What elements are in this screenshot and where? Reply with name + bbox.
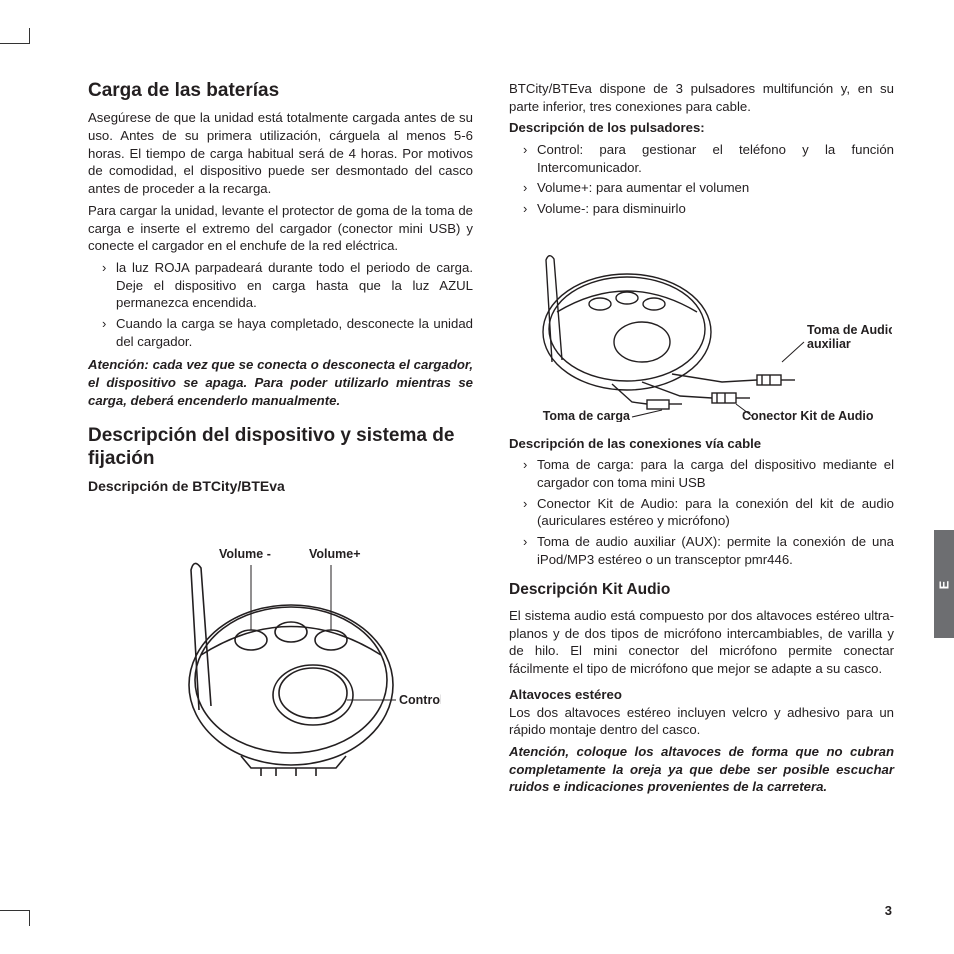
warning-text: Atención: cada vez que se conecta o desc…: [88, 356, 473, 409]
paragraph: Asegúrese de que la unidad está totalmen…: [88, 109, 473, 197]
label-aux: Toma de Audio auxiliar: [807, 323, 892, 351]
crop-mark-top-left: [0, 28, 30, 44]
subheading: Descripción de las conexiones vía cable: [509, 435, 894, 453]
column-left: Carga de las baterías Asegúrese de que l…: [88, 80, 473, 900]
figure-device-cables: Toma de Audio auxiliar Toma de carga Con…: [509, 232, 894, 427]
subheading: Descripción de BTCity/BTEva: [88, 477, 473, 496]
list-item: Conector Kit de Audio: para la conexión …: [523, 495, 894, 530]
side-tab: E: [934, 530, 954, 638]
heading-carga: Carga de las baterías: [88, 80, 473, 102]
heading-descripcion: Descripción del dispositivo y sistema de…: [88, 425, 473, 470]
paragraph: Los dos altavoces estéreo incluyen velcr…: [509, 704, 894, 739]
page-number: 3: [885, 903, 892, 918]
warning-text: Atención, coloque los altavoces de forma…: [509, 743, 894, 796]
label-volume-minus: Volume -: [219, 547, 271, 561]
list-item: Volume+: para aumentar el volumen: [523, 179, 894, 197]
list-item: la luz ROJA parpadeará durante todo el p…: [102, 259, 473, 312]
column-right: BTCity/BTEva dispone de 3 pulsadores mul…: [509, 80, 894, 900]
side-tab-label: E: [936, 579, 951, 589]
bullet-list: Control: para gestionar el teléfono y la…: [509, 141, 894, 218]
heading-kit-audio: Descripción Kit Audio: [509, 580, 894, 601]
paragraph: Para cargar la unidad, levante el protec…: [88, 202, 473, 255]
bullet-list: la luz ROJA parpadeará durante todo el p…: [88, 259, 473, 350]
list-item: Cuando la carga se haya completado, desc…: [102, 315, 473, 350]
paragraph: BTCity/BTEva dispone de 3 pulsadores mul…: [509, 80, 894, 115]
figure-device-top: Volume - Volume+ Control: [88, 510, 473, 795]
list-item: Toma de audio auxiliar (AUX): permite la…: [523, 533, 894, 568]
subheading: Descripción de los pulsadores:: [509, 119, 894, 137]
paragraph: El sistema audio está compuesto por dos …: [509, 607, 894, 678]
label-kit-audio: Conector Kit de Audio: [742, 409, 874, 422]
bullet-list: Toma de carga: para la carga del disposi…: [509, 456, 894, 568]
list-item: Control: para gestionar el teléfono y la…: [523, 141, 894, 176]
list-item: Volume-: para disminuirlo: [523, 200, 894, 218]
page-content: Carga de las baterías Asegúrese de que l…: [88, 80, 894, 900]
subheading: Altavoces estéreo: [509, 686, 894, 704]
list-item: Toma de carga: para la carga del disposi…: [523, 456, 894, 491]
label-volume-plus: Volume+: [309, 547, 361, 561]
label-toma-carga: Toma de carga: [542, 409, 630, 422]
label-control: Control: [399, 693, 441, 707]
crop-mark-bottom-left: [0, 910, 30, 926]
